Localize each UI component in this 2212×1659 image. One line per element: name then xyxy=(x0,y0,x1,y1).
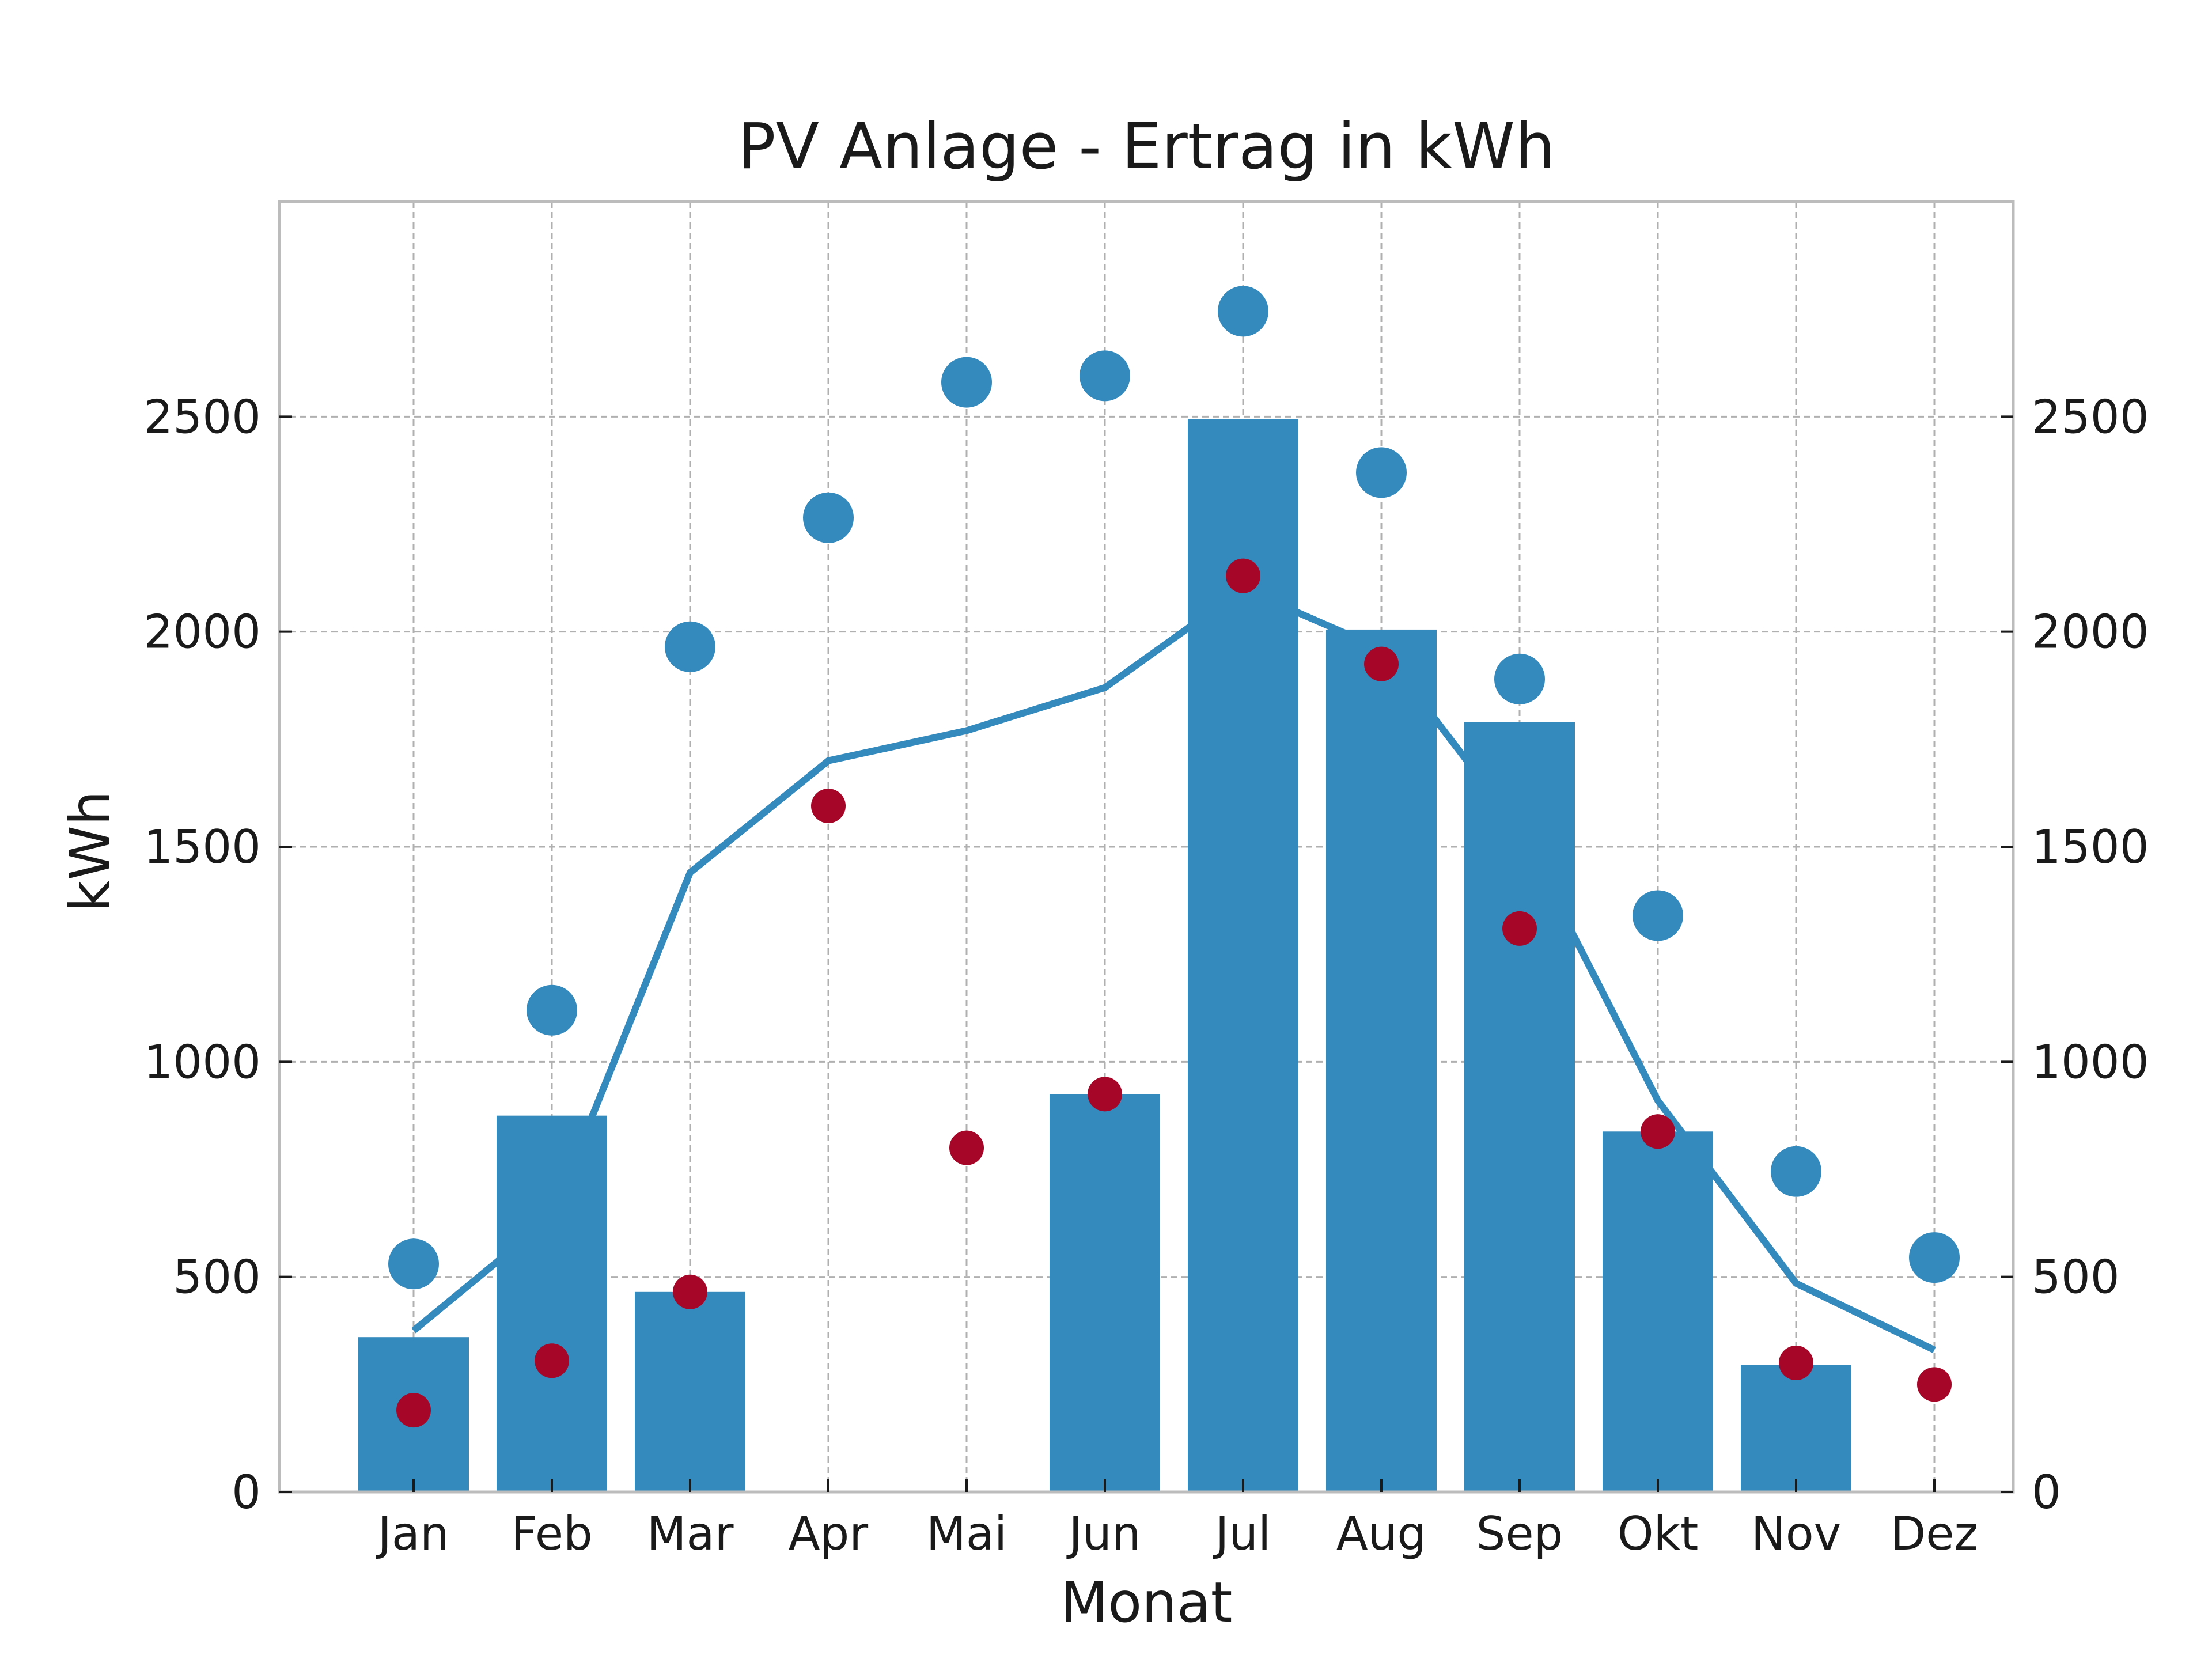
point-large xyxy=(803,492,854,543)
point-small xyxy=(1641,1114,1675,1149)
x-tick-label: Jan xyxy=(375,1507,449,1560)
x-axis-label: Monat xyxy=(1060,1570,1233,1635)
point-large xyxy=(665,621,715,672)
y-tick-label-left: 0 xyxy=(232,1465,261,1519)
bar xyxy=(1464,722,1575,1492)
point-large xyxy=(527,984,577,1036)
y-tick-label-right: 2000 xyxy=(2032,605,2149,659)
x-tick-label: Feb xyxy=(511,1507,593,1560)
point-large xyxy=(1494,653,1545,704)
series-line xyxy=(411,585,1936,1354)
point-large xyxy=(1771,1146,1821,1197)
y-tick-label-left: 2500 xyxy=(143,390,261,444)
point-small xyxy=(535,1343,569,1378)
bar xyxy=(1603,1131,1713,1492)
bar xyxy=(1326,629,1437,1492)
x-tick-label: Nov xyxy=(1751,1507,1841,1560)
y-tick-label-right: 500 xyxy=(2032,1251,2120,1304)
point-small xyxy=(1364,646,1399,681)
point-small xyxy=(1779,1346,1813,1380)
point-small xyxy=(811,789,846,824)
point-small xyxy=(396,1393,431,1428)
x-tick-label: Jul xyxy=(1213,1507,1271,1560)
point-small xyxy=(1917,1367,1952,1402)
x-tick-label: Sep xyxy=(1476,1507,1563,1560)
scatter-series xyxy=(388,286,1960,1428)
point-small xyxy=(1088,1077,1122,1112)
x-tick-label: Apr xyxy=(789,1507,869,1560)
y-tick-label-left: 1500 xyxy=(143,820,261,874)
bar xyxy=(635,1291,745,1492)
bar xyxy=(1188,419,1298,1492)
point-small xyxy=(1226,558,1260,593)
line-series xyxy=(411,585,1936,1354)
y-tick-label-right: 1000 xyxy=(2032,1035,2149,1089)
y-tick-label-right: 0 xyxy=(2032,1465,2061,1519)
chart-title: PV Anlage - Ertrag in kWh xyxy=(737,109,1555,183)
point-small xyxy=(673,1274,707,1309)
ticks xyxy=(279,415,2013,1493)
x-tick-label: Dez xyxy=(1891,1507,1979,1560)
y-axis-label: kWh xyxy=(58,790,123,912)
point-large xyxy=(1218,286,1268,337)
bars xyxy=(358,419,1851,1492)
bar xyxy=(497,1115,607,1492)
point-large xyxy=(941,357,992,408)
y-tick-label-left: 500 xyxy=(173,1251,261,1304)
point-small xyxy=(949,1130,984,1165)
bar xyxy=(1741,1365,1851,1492)
y-tick-label-right: 1500 xyxy=(2032,820,2149,874)
tick-labels: 0 0 500 500 1000 1000 1500 1500 2000 2000 2500 2500… xyxy=(143,390,2149,1560)
x-tick-label: Mar xyxy=(647,1507,734,1560)
bar xyxy=(1050,1094,1160,1492)
point-small xyxy=(1502,911,1537,946)
point-large xyxy=(1633,890,1683,941)
x-tick-label: Jun xyxy=(1066,1507,1141,1560)
point-large xyxy=(1909,1232,1960,1283)
y-tick-label-left: 1000 xyxy=(143,1035,261,1089)
point-large xyxy=(388,1238,439,1290)
x-tick-label: Aug xyxy=(1336,1507,1426,1560)
point-large xyxy=(1356,447,1407,498)
y-tick-label-left: 2000 xyxy=(143,605,261,659)
y-tick-label-right: 2500 xyxy=(2032,390,2149,444)
x-tick-label: Mai xyxy=(926,1507,1007,1560)
point-large xyxy=(1080,350,1130,402)
x-tick-label: Okt xyxy=(1618,1507,1699,1560)
